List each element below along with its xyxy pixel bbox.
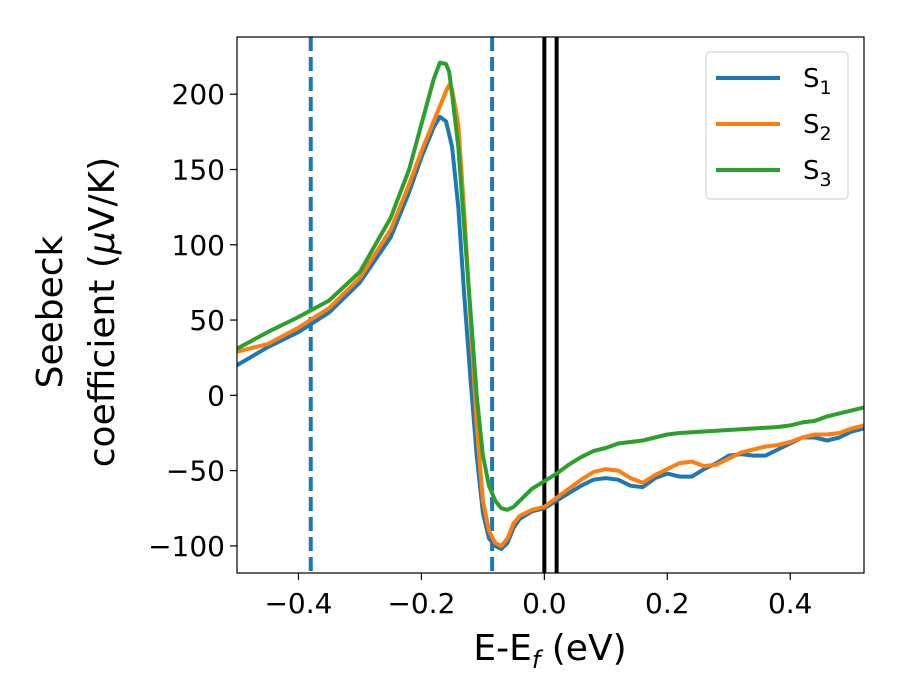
series-lines bbox=[237, 60, 864, 551]
x-axis-label: E-Ef (eV) bbox=[473, 628, 626, 674]
legend-label-s1: S1 bbox=[803, 64, 832, 99]
y-tick-label: 50 bbox=[189, 304, 225, 337]
y-axis-label-line2: coefficient (μV/K) bbox=[82, 157, 123, 467]
y-tick-label: 100 bbox=[172, 229, 225, 262]
legend-label-s3: S3 bbox=[803, 156, 832, 191]
x-tick-label: 0.0 bbox=[522, 587, 567, 620]
y-tick-label: 150 bbox=[172, 153, 225, 186]
x-tick-label: 0.4 bbox=[768, 587, 813, 620]
y-tick-label: 0 bbox=[207, 379, 225, 412]
y-axis-label-line1: Seebeck bbox=[30, 235, 71, 388]
series-line-s3 bbox=[237, 60, 864, 512]
legend-label-s2: S2 bbox=[803, 110, 832, 145]
x-tick-label: −0.2 bbox=[387, 587, 455, 620]
plot-area-frame bbox=[236, 36, 865, 574]
y-tick-label: 200 bbox=[172, 78, 225, 111]
legend: S1 S2 S3 bbox=[705, 51, 849, 200]
series-line-s1 bbox=[237, 114, 864, 551]
y-axis-label: Seebeck coefficient (μV/K) bbox=[30, 157, 123, 467]
y-tick-label: −100 bbox=[148, 530, 225, 563]
x-tick-label: 0.2 bbox=[645, 587, 690, 620]
y-axis-ticks: −100 −50 0 50 100 150 200 bbox=[148, 78, 237, 563]
x-tick-label: −0.4 bbox=[264, 587, 332, 620]
x-axis-ticks: −0.4 −0.2 0.0 0.2 0.4 bbox=[264, 573, 813, 620]
y-tick-label: −50 bbox=[166, 455, 225, 488]
reference-lines bbox=[308, 37, 559, 573]
series-line-s2 bbox=[237, 83, 864, 548]
